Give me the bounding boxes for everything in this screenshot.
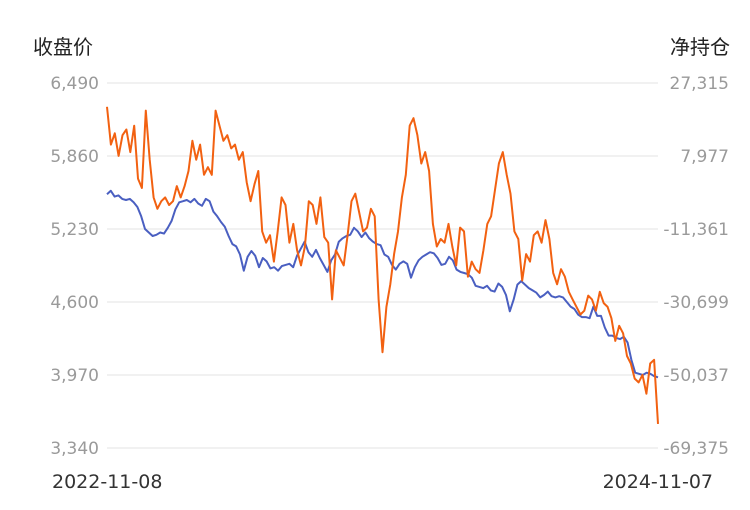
series-lines [106, 106, 659, 424]
right-tick-label: -50,037 [663, 366, 729, 386]
left-axis-title: 收盘价 [33, 35, 93, 59]
gridlines [107, 82, 658, 449]
right-tick-label: -30,699 [663, 293, 729, 313]
right-axis-title: 净持仓 [670, 35, 730, 59]
left-axis-ticks: 6,490 5,860 5,230 4,600 3,970 3,340 [50, 74, 99, 459]
right-axis-ticks: 27,315 7,977 -11,361 -30,699 -50,037 -69,375 [663, 74, 729, 459]
left-tick-label: 4,600 [50, 293, 99, 313]
left-tick-label: 5,860 [50, 147, 99, 167]
left-tick-label: 6,490 [50, 74, 99, 94]
left-tick-label: 3,970 [50, 366, 99, 386]
x-start-label: 2022-11-08 [52, 471, 162, 493]
left-tick-label: 5,230 [50, 220, 99, 240]
x-end-label: 2024-11-07 [603, 471, 713, 493]
right-tick-label: -11,361 [663, 220, 729, 240]
right-tick-label: 27,315 [670, 74, 729, 94]
left-tick-label: 3,340 [50, 439, 99, 459]
right-tick-label: 7,977 [680, 147, 729, 167]
right-tick-label: -69,375 [663, 439, 729, 459]
series-line-left-axis [106, 189, 659, 379]
series-line-right-axis [106, 106, 659, 424]
